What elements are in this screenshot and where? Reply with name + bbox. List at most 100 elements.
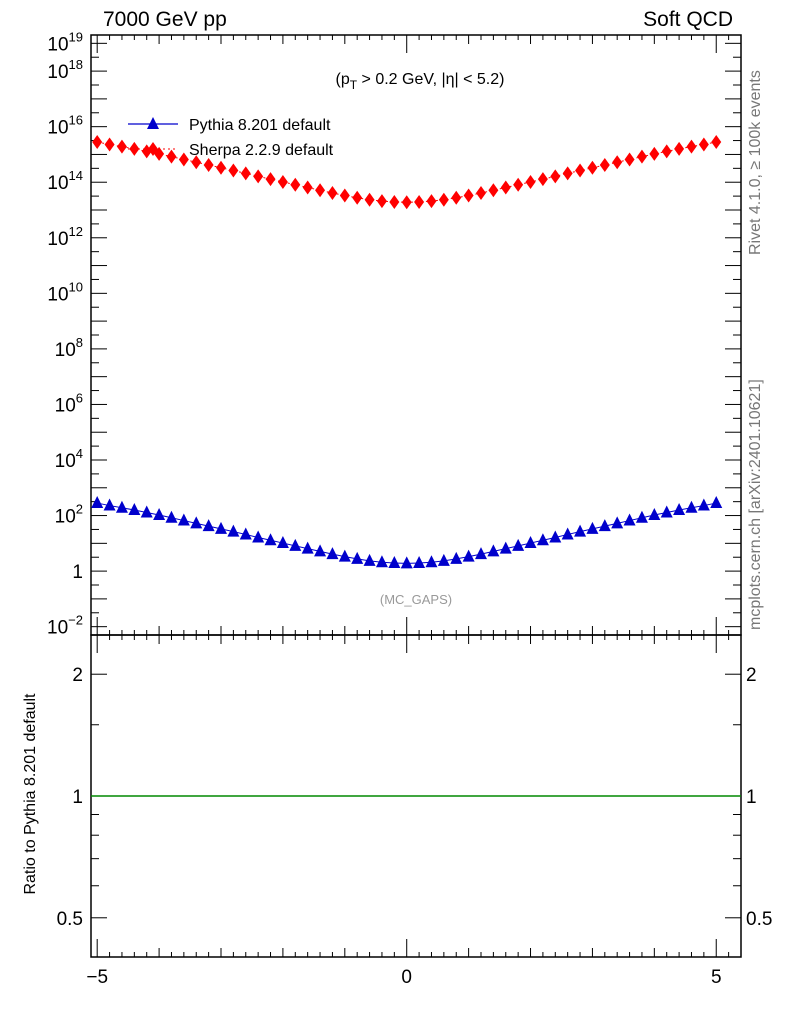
header-right: Soft QCD [643, 8, 733, 31]
legend-label: Pythia 8.201 default [189, 117, 331, 134]
sherpa-point [636, 149, 647, 164]
sherpa-point [290, 177, 301, 192]
pythia-point [91, 496, 104, 509]
pythia-point [276, 536, 289, 549]
y-tick-label: 1012 [47, 224, 83, 250]
y-tick-label: 1016 [47, 113, 83, 139]
sherpa-point [612, 155, 623, 170]
pythia-point [351, 551, 364, 564]
analysis-watermark: (MC_GAPS) [380, 592, 452, 607]
pythia-point [103, 498, 116, 511]
pythia-point [190, 516, 203, 529]
pythia-point [710, 496, 723, 509]
legend-marker-sherpa [148, 142, 158, 156]
sherpa-point [686, 139, 697, 154]
pythia-point [326, 547, 339, 560]
legend-label: Sherpa 2.2.9 default [189, 142, 334, 159]
x-tick-labels: −5 0 5 [86, 967, 721, 988]
sherpa-point [513, 177, 524, 192]
sherpa-point [92, 134, 103, 149]
pythia-point [635, 510, 648, 523]
pythia-point [660, 505, 673, 518]
sherpa-point [649, 146, 660, 161]
sherpa-point [191, 155, 202, 170]
y-tick-label: 1018 [47, 57, 83, 83]
sherpa-point [178, 152, 189, 167]
pythia-point [413, 556, 426, 569]
ratio-y-tick-label-right: 2 [746, 665, 757, 686]
sherpa-point [376, 194, 387, 209]
pythia-point [400, 556, 413, 569]
sherpa-point [463, 188, 474, 203]
pythia-point [375, 555, 388, 568]
pythia-point [574, 524, 587, 537]
sherpa-point [253, 169, 264, 184]
sherpa-point [587, 160, 598, 175]
sherpa-point [525, 174, 536, 189]
x-tick-label: 0 [401, 967, 412, 988]
pythia-point [215, 521, 227, 534]
pythia-point [524, 536, 537, 549]
sherpa-point [599, 158, 610, 172]
sherpa-point [352, 190, 363, 205]
ratio-y-tick-label-left: 2 [72, 665, 83, 686]
sherpa-point [624, 152, 635, 167]
sherpa-point [228, 163, 239, 178]
x-tick-label: −5 [86, 967, 108, 988]
pythia-point [128, 503, 141, 515]
pythia-point [425, 555, 438, 568]
ratio-axis-ticks [91, 635, 742, 957]
sherpa-point [203, 158, 214, 172]
pythia-point [499, 541, 512, 554]
pythia-point [239, 527, 252, 540]
cut-annotation: (pT > 0.2 GeV, |η| < 5.2) [336, 71, 505, 92]
sherpa-point [315, 183, 326, 198]
main-axis-ticks [91, 35, 742, 635]
pythia-point [264, 533, 277, 546]
pythia-point [289, 538, 302, 551]
pythia-point [586, 521, 599, 534]
legend: Pythia 8.201 default Sherpa 2.2.9 default [128, 117, 334, 159]
y-tick-label: 102 [55, 502, 83, 528]
pythia-point [549, 530, 562, 543]
pythia-point [314, 544, 327, 557]
sherpa-point [476, 186, 486, 201]
y-tick-label: 104 [55, 446, 83, 472]
pythia-point [450, 551, 463, 564]
y-tick-label: 1 [72, 562, 83, 583]
pythia-point [487, 544, 500, 557]
sherpa-point [389, 194, 400, 209]
pythia-point [475, 547, 487, 560]
pythia-point [338, 549, 351, 562]
ratio-y-tick-label-left: 1 [72, 787, 83, 808]
sherpa-point [277, 174, 288, 189]
pythia-point [611, 516, 624, 529]
pythia-point [437, 553, 450, 566]
sherpa-point [451, 190, 462, 205]
pythia-point [227, 524, 240, 537]
sherpa-point [500, 180, 511, 195]
series-markers [91, 134, 723, 569]
y-tick-labels: 10−2 1 102 104 106 108 1010 1012 1014 1016 1018101… [47, 29, 83, 638]
pythia-point [598, 519, 611, 532]
y-tick-label: 108 [55, 335, 83, 361]
pythia-point [115, 500, 128, 513]
pythia-point [462, 549, 475, 562]
pythia-point [252, 530, 265, 543]
ratio-y-tick-label-right: 0.5 [746, 909, 772, 930]
pythia-point [648, 508, 661, 520]
sherpa-point [339, 188, 350, 203]
pythia-point [685, 500, 698, 513]
pythia-point [301, 541, 314, 554]
sherpa-point [698, 137, 709, 152]
sherpa-point [661, 144, 672, 159]
sherpa-point [216, 160, 226, 175]
y-tick-label: 1014 [47, 168, 83, 194]
ratio-y-tick-label-left: 0.5 [57, 909, 83, 930]
sherpa-point [550, 169, 561, 184]
pythia-point [388, 556, 401, 569]
pythia-point [165, 510, 178, 523]
pythia-point [140, 505, 153, 518]
sherpa-point [240, 166, 251, 181]
